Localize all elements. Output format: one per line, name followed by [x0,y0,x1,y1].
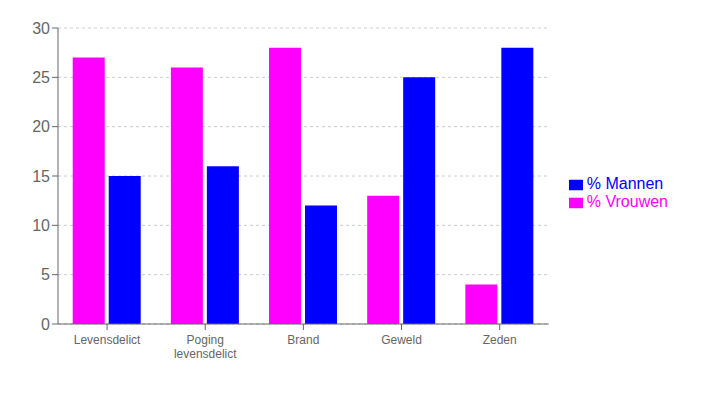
svg-text:Geweld: Geweld [381,333,422,347]
html-text:% Mannen: % Mannen [586,175,664,192]
html-text:% Vrouwen: % Vrouwen [586,193,668,210]
svg-text:Levensdelict: Levensdelict [74,333,141,347]
svg-text:Zeden: Zeden [483,333,517,347]
svg-text:Brand: Brand [287,333,319,347]
svg-text:10: 10 [32,217,50,234]
svg-text:30: 30 [32,20,50,37]
svg-text:5: 5 [41,266,50,283]
svg-text:15: 15 [32,168,50,185]
svg-text:Poginglevensdelict: Poginglevensdelict [174,333,237,361]
svg-text:25: 25 [32,69,50,86]
svg-text:0: 0 [41,316,50,333]
svg-text:20: 20 [32,118,50,135]
